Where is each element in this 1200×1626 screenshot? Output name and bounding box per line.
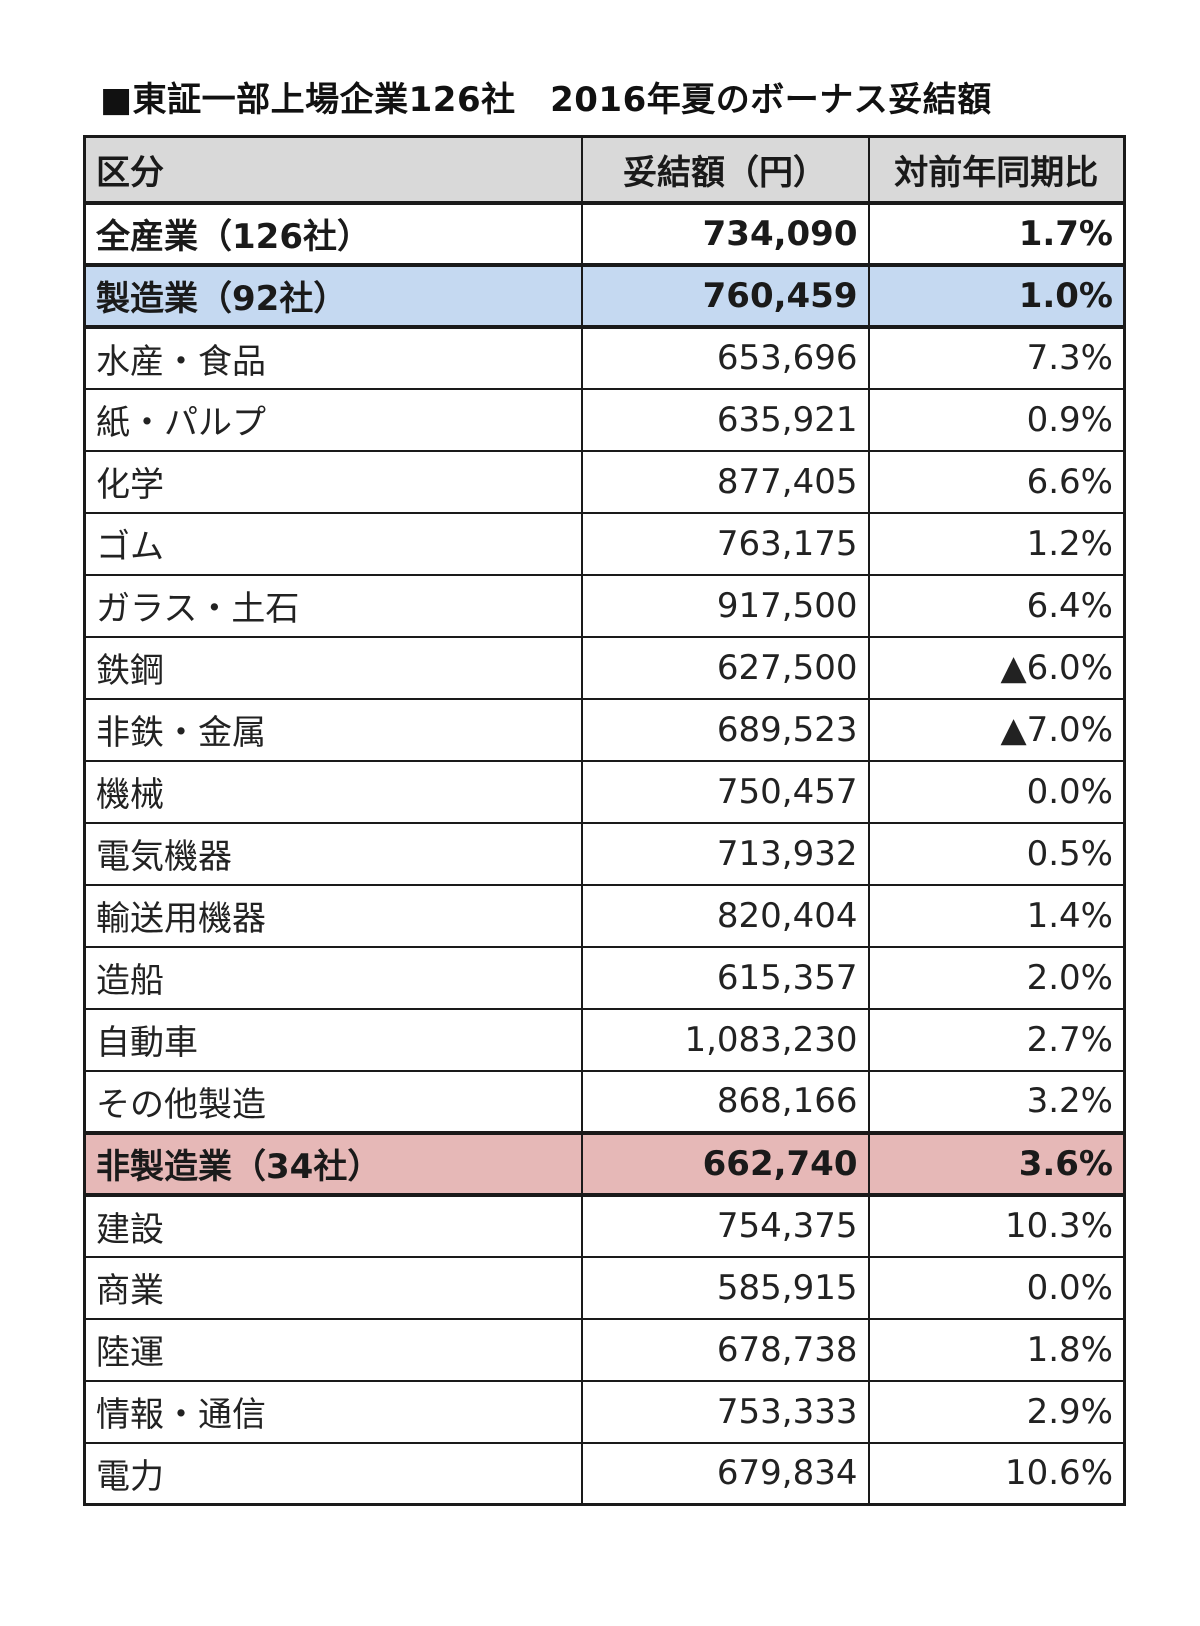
yoy-cell: 0.5% [867, 821, 1126, 886]
category-cell: 商業 [83, 1255, 583, 1320]
category-cell: ガラス・土石 [83, 573, 583, 638]
amount-cell: 627,500 [580, 635, 870, 700]
amount-cell: 635,921 [580, 387, 870, 452]
amount-cell: 713,932 [580, 821, 870, 886]
category-cell: 造船 [83, 945, 583, 1010]
category-cell: 非製造業（34社） [83, 1130, 583, 1197]
yoy-cell: 1.0% [867, 262, 1126, 329]
yoy-cell: 1.4% [867, 883, 1126, 948]
category-cell: ゴム [83, 511, 583, 576]
category-cell: 輸送用機器 [83, 883, 583, 948]
table-row: 陸運 678,738 1.8% [83, 1317, 1126, 1382]
yoy-cell: 3.6% [867, 1130, 1126, 1197]
amount-cell: 662,740 [580, 1130, 870, 1197]
category-cell: 紙・パルプ [83, 387, 583, 452]
table-row: ゴム 763,175 1.2% [83, 511, 1126, 576]
amount-cell: 679,834 [580, 1441, 870, 1506]
category-cell: 電気機器 [83, 821, 583, 886]
yoy-cell: 7.3% [867, 325, 1126, 390]
non-manufacturing-row: 非製造業（34社） 662,740 3.6% [83, 1130, 1126, 1197]
table-row: 情報・通信 753,333 2.9% [83, 1379, 1126, 1444]
category-cell: 全産業（126社） [83, 201, 583, 266]
manufacturing-row: 製造業（92社） 760,459 1.0% [83, 262, 1126, 329]
category-cell: 製造業（92社） [83, 262, 583, 329]
yoy-cell: 1.8% [867, 1317, 1126, 1382]
yoy-cell: 6.4% [867, 573, 1126, 638]
category-cell: 電力 [83, 1441, 583, 1506]
table-row: ガラス・土石 917,500 6.4% [83, 573, 1126, 638]
category-cell: 建設 [83, 1193, 583, 1258]
table-row: 建設 754,375 10.3% [83, 1193, 1126, 1258]
table-row: 輸送用機器 820,404 1.4% [83, 883, 1126, 948]
table-row: 電気機器 713,932 0.5% [83, 821, 1126, 886]
yoy-cell: 3.2% [867, 1069, 1126, 1134]
amount-cell: 734,090 [580, 201, 870, 266]
table-row: 自動車 1,083,230 2.7% [83, 1007, 1126, 1072]
yoy-cell: ▲6.0% [867, 635, 1126, 700]
column-header-yoy: 対前年同期比 [867, 135, 1126, 205]
table-row: 鉄鋼 627,500 ▲6.0% [83, 635, 1126, 700]
yoy-cell: 2.0% [867, 945, 1126, 1010]
yoy-cell: 6.6% [867, 449, 1126, 514]
total-row: 全産業（126社） 734,090 1.7% [83, 201, 1126, 266]
yoy-cell: 0.0% [867, 759, 1126, 824]
table-row: 紙・パルプ 635,921 0.9% [83, 387, 1126, 452]
column-header-amount: 妥結額（円） [580, 135, 870, 205]
amount-cell: 754,375 [580, 1193, 870, 1258]
amount-cell: 678,738 [580, 1317, 870, 1382]
table-header-row: 区分 妥結額（円） 対前年同期比 [83, 135, 1126, 205]
amount-cell: 689,523 [580, 697, 870, 762]
category-cell: 鉄鋼 [83, 635, 583, 700]
table-row: 水産・食品 653,696 7.3% [83, 325, 1126, 390]
category-cell: 非鉄・金属 [83, 697, 583, 762]
category-cell: 化学 [83, 449, 583, 514]
amount-cell: 615,357 [580, 945, 870, 1010]
yoy-cell: 1.2% [867, 511, 1126, 576]
amount-cell: 760,459 [580, 262, 870, 329]
yoy-cell: 2.9% [867, 1379, 1126, 1444]
amount-cell: 753,333 [580, 1379, 870, 1444]
table-row: 造船 615,357 2.0% [83, 945, 1126, 1010]
yoy-cell: 10.3% [867, 1193, 1126, 1258]
bonus-table: 区分 妥結額（円） 対前年同期比 全産業（126社） 734,090 1.7% 製造業… [83, 135, 1126, 1506]
amount-cell: 820,404 [580, 883, 870, 948]
yoy-cell: 0.0% [867, 1255, 1126, 1320]
table-row: 化学 877,405 6.6% [83, 449, 1126, 514]
category-cell: 陸運 [83, 1317, 583, 1382]
table-body: 全産業（126社） 734,090 1.7% 製造業（92社） 760,459 1.0% 水… [83, 201, 1126, 1506]
yoy-cell: 2.7% [867, 1007, 1126, 1072]
yoy-cell: ▲7.0% [867, 697, 1126, 762]
amount-cell: 877,405 [580, 449, 870, 514]
yoy-cell: 1.7% [867, 201, 1126, 266]
amount-cell: 653,696 [580, 325, 870, 390]
yoy-cell: 0.9% [867, 387, 1126, 452]
amount-cell: 763,175 [580, 511, 870, 576]
category-cell: 情報・通信 [83, 1379, 583, 1444]
amount-cell: 917,500 [580, 573, 870, 638]
category-cell: 機械 [83, 759, 583, 824]
category-cell: 水産・食品 [83, 325, 583, 390]
yoy-cell: 10.6% [867, 1441, 1126, 1506]
table-row: 電力 679,834 10.6% [83, 1441, 1126, 1506]
page-title: ■東証一部上場企業126社 2016年夏のボーナス妥結額 [100, 80, 992, 120]
amount-cell: 1,083,230 [580, 1007, 870, 1072]
category-cell: その他製造 [83, 1069, 583, 1134]
amount-cell: 585,915 [580, 1255, 870, 1320]
amount-cell: 868,166 [580, 1069, 870, 1134]
table-row: 機械 750,457 0.0% [83, 759, 1126, 824]
table-row: 商業 585,915 0.0% [83, 1255, 1126, 1320]
category-cell: 自動車 [83, 1007, 583, 1072]
table-row: 非鉄・金属 689,523 ▲7.0% [83, 697, 1126, 762]
column-header-category: 区分 [83, 135, 583, 205]
amount-cell: 750,457 [580, 759, 870, 824]
table-row: その他製造 868,166 3.2% [83, 1069, 1126, 1134]
